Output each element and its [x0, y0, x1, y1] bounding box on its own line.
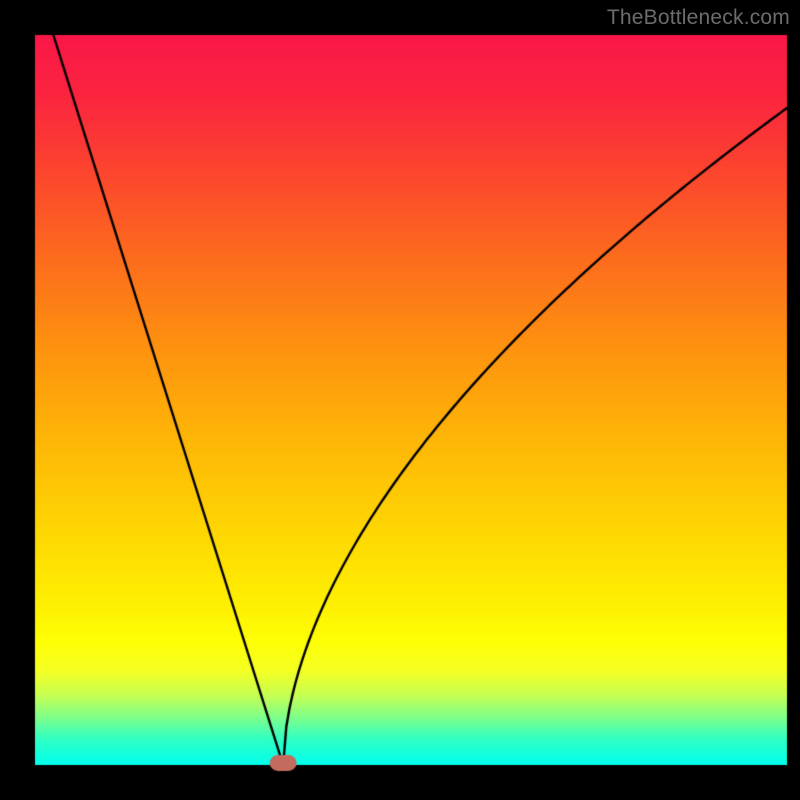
bottleneck-chart — [0, 0, 800, 800]
watermark-text: TheBottleneck.com — [607, 6, 790, 30]
